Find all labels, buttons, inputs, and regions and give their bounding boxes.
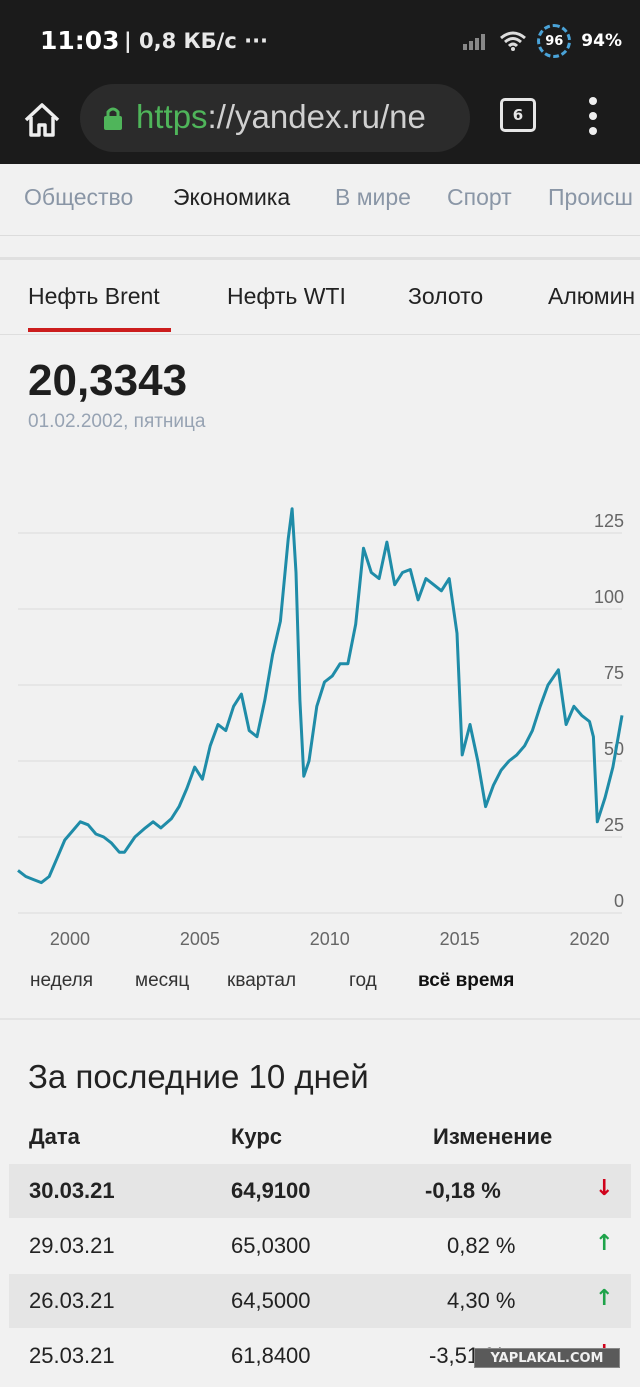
row-rate: 64,5000 bbox=[231, 1288, 311, 1313]
tab-wti[interactable]: Нефть WTI bbox=[227, 283, 346, 309]
y-tick-label: 100 bbox=[594, 587, 624, 607]
row-rate: 61,8400 bbox=[231, 1343, 311, 1368]
commodity-tabs: Нефть Brent Нефть WTI Золото Алюмин bbox=[0, 260, 640, 335]
watermark-logo: YAPLAKAL.COM bbox=[474, 1348, 620, 1368]
tab-society[interactable]: Общество bbox=[24, 184, 134, 210]
arrow-up-icon: ↑ bbox=[595, 1286, 614, 1311]
url-text: https://yandex.ru/ne bbox=[136, 98, 426, 136]
x-tick-label: 2020 bbox=[570, 929, 610, 949]
row-change: 4,30 % bbox=[447, 1288, 516, 1313]
status-bar: 11:03 | 0,8 КБ/с ··· 96 94% bbox=[0, 0, 640, 82]
row-change: 0,82 % bbox=[447, 1233, 516, 1258]
category-tabs: Общество Экономика В мире Спорт Происш bbox=[0, 164, 640, 236]
url-scheme: https bbox=[136, 98, 208, 135]
tab-incidents[interactable]: Происш bbox=[548, 184, 633, 210]
tab-switcher-button[interactable]: 6 bbox=[500, 98, 536, 132]
row-date: 29.03.21 bbox=[29, 1233, 115, 1258]
y-tick-label: 50 bbox=[604, 739, 624, 759]
x-tick-label: 2000 bbox=[50, 929, 90, 949]
x-tick-label: 2005 bbox=[180, 929, 220, 949]
row-change: -0,18 % bbox=[425, 1178, 501, 1203]
price-value: 20,3343 bbox=[28, 356, 188, 405]
wifi-icon bbox=[500, 31, 527, 51]
tab-gold[interactable]: Золото bbox=[408, 283, 484, 309]
price-date: 01.02.2002, пятница bbox=[28, 411, 206, 432]
period-year[interactable]: год bbox=[349, 970, 377, 991]
period-week[interactable]: неделя bbox=[30, 970, 94, 991]
y-tick-label: 25 bbox=[604, 815, 624, 835]
row-date: 25.03.21 bbox=[29, 1343, 115, 1368]
price-chart[interactable]: 0 25 50 75 100 125 2000 2005 2010 2015 2020 bbox=[0, 490, 640, 960]
table-row: 26.03.21 64,5000 4,30 % ↑ bbox=[9, 1274, 631, 1328]
status-icons: 96 94% bbox=[463, 24, 622, 58]
divider bbox=[0, 1018, 640, 1020]
x-tick-label: 2010 bbox=[310, 929, 350, 949]
y-tick-label: 0 bbox=[614, 891, 624, 911]
home-icon[interactable] bbox=[20, 98, 64, 142]
column-header-rate: Курс bbox=[231, 1124, 283, 1149]
row-date: 26.03.21 bbox=[29, 1288, 115, 1313]
period-all-time[interactable]: всё время bbox=[418, 970, 515, 991]
period-quarter[interactable]: квартал bbox=[227, 970, 297, 991]
tab-world[interactable]: В мире bbox=[335, 184, 411, 210]
speed-badge-icon: 96 bbox=[537, 24, 572, 58]
arrow-down-icon: ↓ bbox=[595, 1176, 614, 1201]
tab-sport[interactable]: Спорт bbox=[447, 184, 512, 210]
x-tick-label: 2015 bbox=[440, 929, 480, 949]
lock-icon bbox=[104, 107, 122, 130]
period-month[interactable]: месяц bbox=[135, 970, 190, 991]
table-heading: За последние 10 дней bbox=[28, 1058, 369, 1095]
table-row: 29.03.21 65,0300 0,82 % ↑ bbox=[9, 1219, 631, 1273]
table-row: 30.03.21 64,9100 -0,18 % ↓ bbox=[9, 1164, 631, 1218]
divider bbox=[0, 257, 640, 260]
row-date: 30.03.21 bbox=[29, 1178, 115, 1203]
battery-level: 94% bbox=[581, 31, 622, 51]
tab-brent[interactable]: Нефть Brent bbox=[28, 283, 160, 309]
signal-icon bbox=[463, 34, 486, 50]
tab-aluminium[interactable]: Алюмин bbox=[548, 283, 636, 309]
row-rate: 65,0300 bbox=[231, 1233, 311, 1258]
column-header-change: Изменение bbox=[433, 1124, 553, 1149]
address-bar[interactable]: https://yandex.ru/ne bbox=[80, 84, 470, 152]
status-time: 11:03 bbox=[40, 26, 120, 55]
row-rate: 64,9100 bbox=[231, 1178, 311, 1203]
series-line bbox=[17, 507, 624, 885]
more-menu-icon[interactable] bbox=[586, 96, 600, 136]
y-tick-label: 125 bbox=[594, 511, 624, 531]
active-tab-indicator bbox=[28, 328, 171, 332]
network-speed: | 0,8 КБ/с ··· bbox=[124, 29, 269, 53]
column-header-date: Дата bbox=[29, 1124, 80, 1149]
y-tick-label: 75 bbox=[604, 663, 624, 683]
arrow-up-icon: ↑ bbox=[595, 1231, 614, 1256]
url-rest: ://yandex.ru/ne bbox=[207, 98, 426, 135]
browser-toolbar: https://yandex.ru/ne 6 bbox=[0, 82, 640, 164]
tab-economy[interactable]: Экономика bbox=[173, 184, 291, 210]
